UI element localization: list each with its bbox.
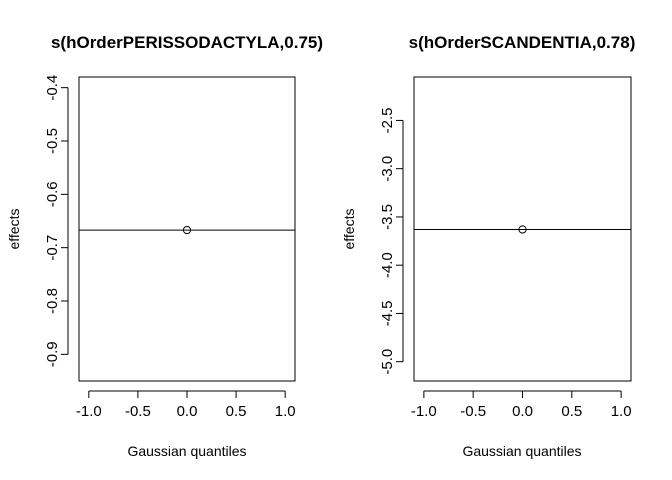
x-tick-label: 0.0 [177,403,198,420]
y-axis: -0.9 -0.8 -0.7 -0.6 -0.5 -0.4 [44,75,69,367]
plot-marks [79,225,295,235]
x-tick-label: 0.0 [512,403,533,420]
x-axis-label: Gaussian quantiles [127,443,246,459]
y-tick-label: -4.5 [379,301,396,327]
data-point [518,225,527,234]
y-tick-label: -0.4 [44,75,61,101]
y-tick-label: -0.7 [44,235,61,261]
x-tick-label: 0.5 [561,403,582,420]
x-tick-label: 1.0 [611,403,632,420]
y-tick-label: -0.8 [44,288,61,314]
chart-title: s(hOrderSCANDENTIA,0.78) [409,33,636,52]
y-axis: -5.0 -4.5 -4.0 -3.5 -3.0 -2.5 [379,107,404,375]
y-tick-label: -3.0 [379,156,396,182]
x-tick-label: -1.0 [411,403,437,420]
y-tick-label: -0.6 [44,181,61,207]
y-tick-label: -2.5 [379,107,396,133]
panel-scandentia: s(hOrderSCANDENTIA,0.78) -5.0 -4.5 -4.0 -3.… [341,33,635,459]
y-axis-label: effects [6,209,22,250]
x-tick-label: -0.5 [460,403,486,420]
x-axis: -1.0 -0.5 0.0 0.5 1.0 [411,390,632,420]
y-tick-label: -0.9 [44,341,61,367]
y-tick-label: -5.0 [379,349,396,375]
y-tick-label: -3.5 [379,204,396,230]
y-tick-label: -0.5 [44,128,61,154]
plot-frame [78,76,296,382]
panel-perissodactyla: s(hOrderPERISSODACTYLA,0.75) -0.9-0.8-0.… [6,33,323,459]
x-axis-label: Gaussian quantiles [462,443,581,459]
x-tick-label: -0.5 [125,403,151,420]
plot-marks [414,225,631,234]
x-axis: -1.0 -0.5 0.0 0.5 1.0 [76,390,296,420]
x-tick-label: -1.0 [76,403,102,420]
y-tick-label: -4.0 [379,252,396,278]
chart-title: s(hOrderPERISSODACTYLA,0.75) [51,33,323,52]
y-axis-label: effects [341,209,357,250]
x-tick-label: 0.5 [226,403,247,420]
x-tick-label: 1.0 [275,403,296,420]
data-point [182,225,192,235]
